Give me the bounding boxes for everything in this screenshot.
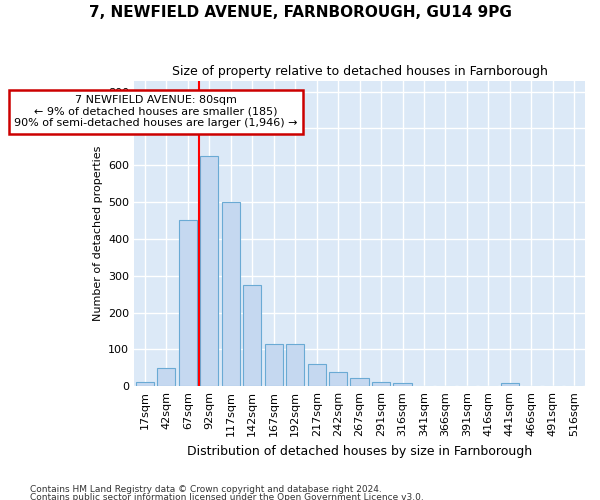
Text: 7 NEWFIELD AVENUE: 80sqm
← 9% of detached houses are smaller (185)
90% of semi-d: 7 NEWFIELD AVENUE: 80sqm ← 9% of detache… [14, 96, 298, 128]
Bar [265, 344, 283, 386]
Bar [157, 368, 175, 386]
Bar [286, 344, 304, 386]
Text: 7, NEWFIELD AVENUE, FARNBOROUGH, GU14 9PG: 7, NEWFIELD AVENUE, FARNBOROUGH, GU14 9P… [89, 5, 511, 20]
Bar [243, 285, 262, 386]
Bar [179, 220, 197, 386]
Bar [136, 382, 154, 386]
Bar [372, 382, 390, 386]
Text: Contains HM Land Registry data © Crown copyright and database right 2024.: Contains HM Land Registry data © Crown c… [30, 486, 382, 494]
Bar [200, 156, 218, 386]
Bar [329, 372, 347, 386]
Bar [501, 383, 519, 386]
Bar [308, 364, 326, 386]
Y-axis label: Number of detached properties: Number of detached properties [92, 146, 103, 321]
Title: Size of property relative to detached houses in Farnborough: Size of property relative to detached ho… [172, 65, 548, 78]
X-axis label: Distribution of detached houses by size in Farnborough: Distribution of detached houses by size … [187, 444, 532, 458]
Bar [394, 383, 412, 386]
Bar [221, 202, 240, 386]
Bar [350, 378, 369, 386]
Text: Contains public sector information licensed under the Open Government Licence v3: Contains public sector information licen… [30, 492, 424, 500]
